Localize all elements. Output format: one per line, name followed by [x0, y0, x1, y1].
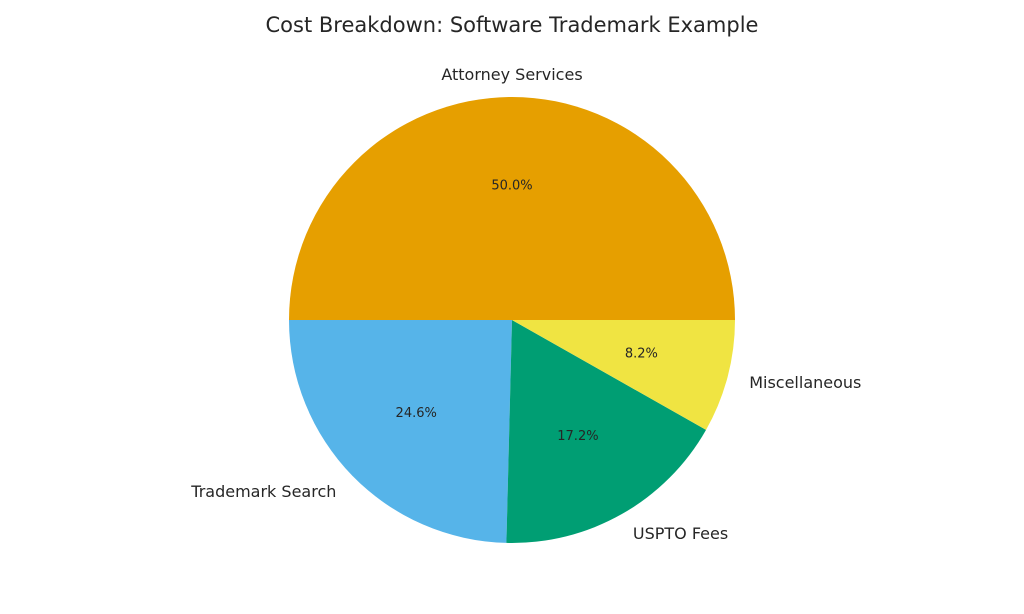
pie-slices — [289, 97, 735, 543]
chart-title: Cost Breakdown: Software Trademark Examp… — [266, 13, 759, 37]
pct-label-miscellaneous: 8.2% — [625, 347, 658, 362]
slice-attorney-services — [289, 97, 735, 320]
slice-uspto-fees — [506, 320, 707, 543]
slice-label-trademark-search: Trademark Search — [190, 482, 336, 501]
slice-label-attorney-services: Attorney Services — [441, 65, 582, 84]
pie-labels: 50.0% Attorney Services 24.6% Trademark Sea… — [190, 65, 861, 543]
slice-miscellaneous — [512, 320, 735, 430]
pct-label-trademark-search: 24.6% — [396, 406, 437, 421]
pct-label-attorney-services: 50.0% — [491, 179, 532, 194]
pct-label-uspto-fees: 17.2% — [557, 429, 598, 444]
slice-trademark-search — [289, 320, 512, 543]
slice-label-miscellaneous: Miscellaneous — [749, 373, 861, 392]
slice-label-uspto-fees: USPTO Fees — [633, 524, 728, 543]
